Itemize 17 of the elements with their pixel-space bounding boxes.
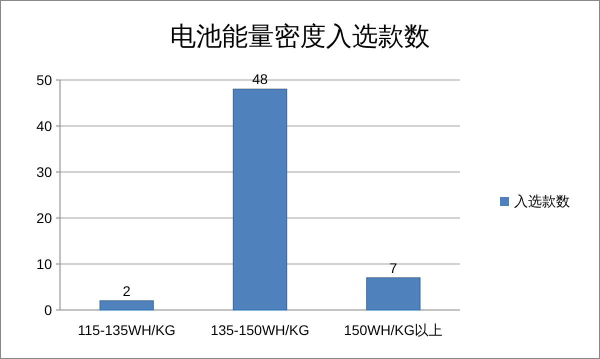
y-tick-label: 30 [36, 164, 52, 180]
x-tick-label: 115-135WH/KG [78, 322, 176, 338]
legend-label: 入选款数 [514, 193, 570, 209]
x-tick-label: 135-150WH/KG [210, 322, 310, 338]
data-label: 2 [122, 282, 131, 299]
data-label: 48 [252, 71, 268, 88]
data-label: 7 [389, 260, 398, 276]
y-tick-label: 20 [36, 210, 52, 226]
y-tick-label: 50 [36, 72, 52, 88]
y-tick-label: 10 [36, 256, 52, 272]
chart-title: 电池能量密度入选款数 [170, 21, 430, 51]
y-tick-label: 0 [44, 302, 52, 318]
bar [232, 88, 288, 310]
y-tick-label: 40 [36, 118, 52, 134]
bar [366, 277, 420, 310]
x-tick-label: 150WH/KG以上 [344, 322, 443, 338]
bar [100, 300, 154, 310]
